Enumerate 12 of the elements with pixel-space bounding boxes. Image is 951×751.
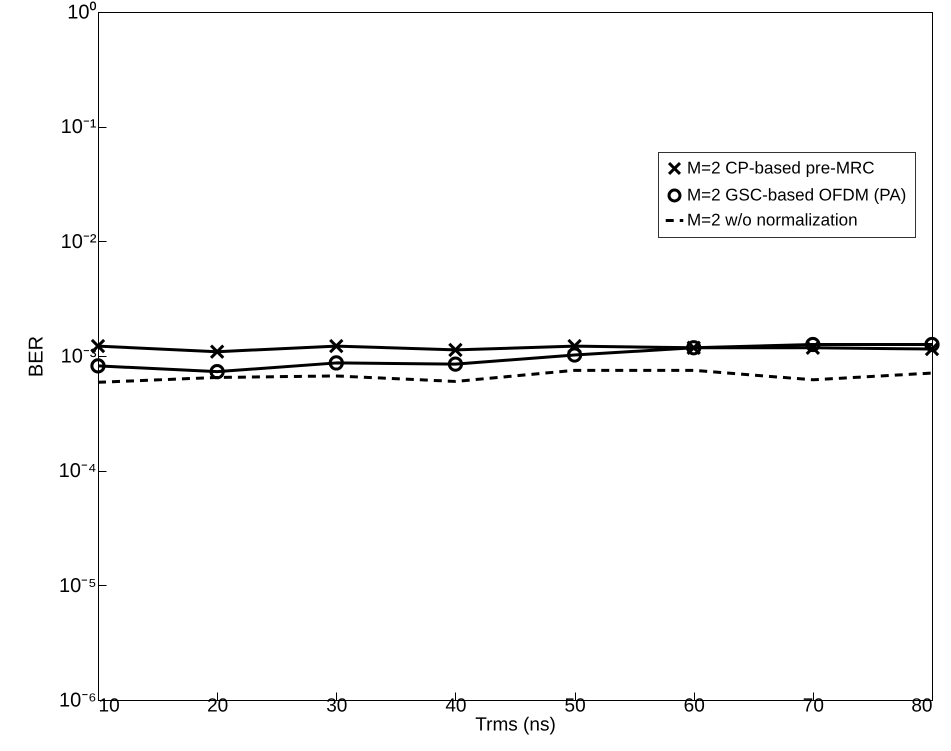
y-tick-label: 10⁻³ xyxy=(60,346,97,368)
legend-label: M=2 CP-based pre-MRC xyxy=(687,158,875,178)
y-tick-label: 10⁻⁴ xyxy=(58,460,96,482)
y-tick-label: 10⁰ xyxy=(67,0,96,24)
legend-label: M=2 w/o normalization xyxy=(687,210,858,230)
y-tick-label: 10⁻¹ xyxy=(60,116,97,138)
x-axis-title: Trms (ns) xyxy=(475,714,556,736)
y-tick-label: 10⁻² xyxy=(60,230,97,253)
y-axis-title: BER xyxy=(26,336,48,378)
y-tick-label: 10⁻⁶ xyxy=(59,690,96,712)
y-tick-label: 10⁻⁵ xyxy=(58,574,96,597)
legend-label: M=2 GSC-based OFDM (PA) xyxy=(687,186,906,204)
